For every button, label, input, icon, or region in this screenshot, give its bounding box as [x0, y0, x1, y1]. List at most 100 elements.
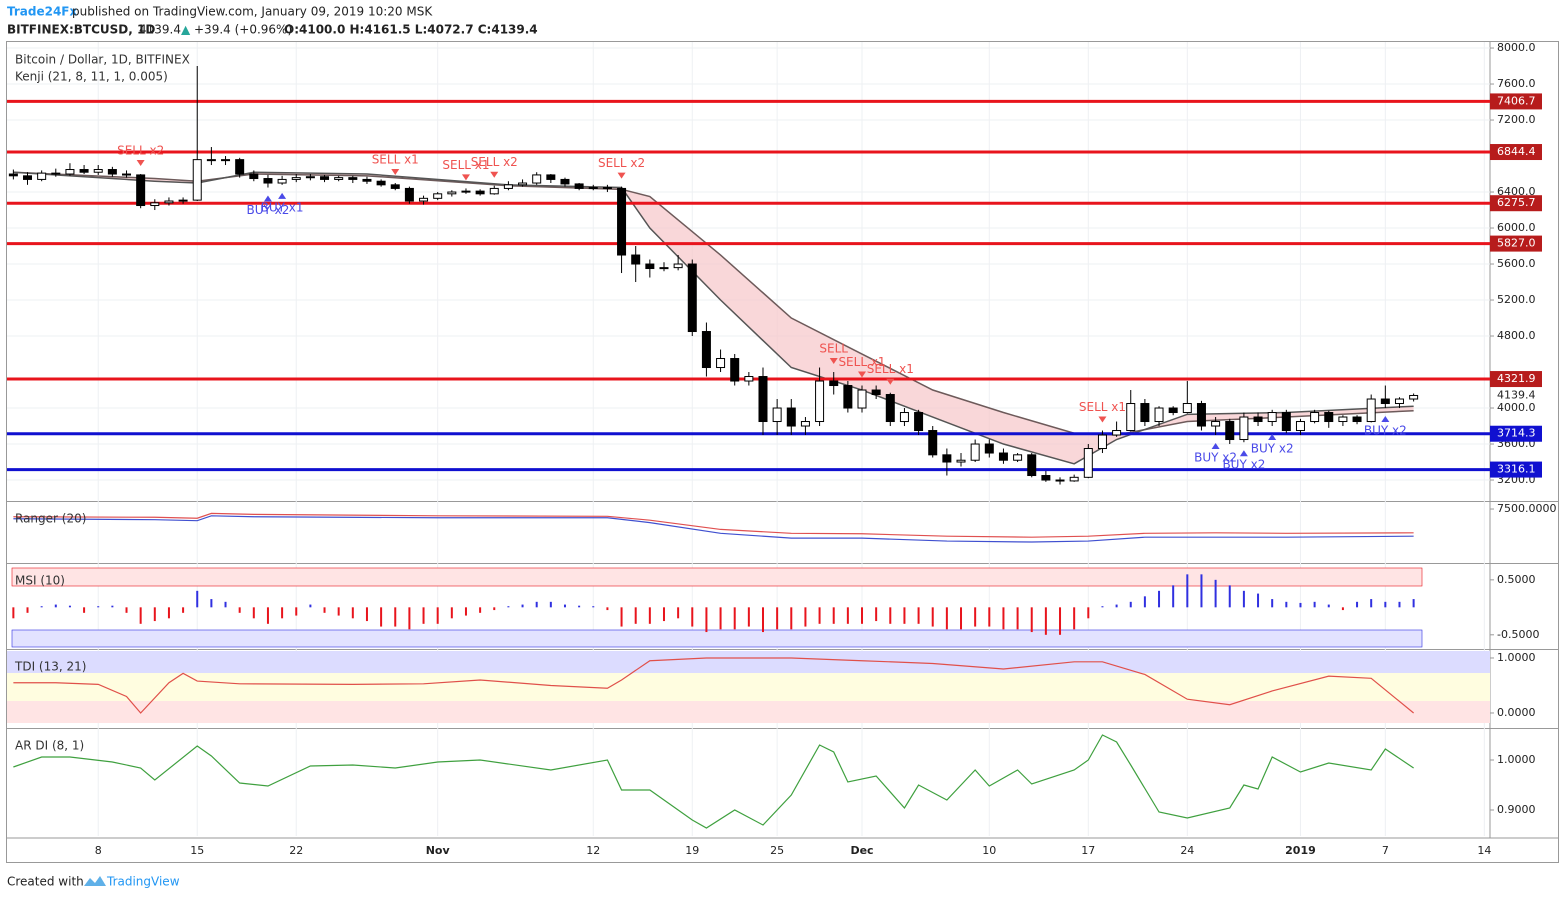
level-badge — [1490, 461, 1542, 478]
msi-bar — [1002, 607, 1005, 630]
signal-label: SELL x1 — [867, 362, 914, 376]
msi-bar — [1044, 607, 1047, 635]
signal-arrow — [391, 169, 400, 176]
signal-label: SELL x1 — [838, 355, 885, 369]
msi-bar — [903, 607, 906, 624]
x-tick-label: 15 — [190, 844, 204, 857]
msi-bar — [1257, 593, 1260, 608]
x-tick-label: Dec — [850, 844, 873, 857]
msi-bar — [153, 607, 156, 622]
change: +39.4 (+0.96%) — [194, 23, 292, 37]
candle-body — [829, 380, 839, 387]
level-label: 7406.7 — [1497, 94, 1536, 107]
candle-body — [1310, 412, 1320, 423]
candle-body — [404, 187, 414, 202]
level-badge — [1490, 425, 1542, 442]
signal-arrow — [278, 192, 287, 199]
candle-body — [348, 177, 358, 180]
candle-body — [65, 169, 75, 175]
msi-bar — [83, 607, 86, 613]
candle-body — [1097, 434, 1107, 450]
x-tick-label: 8 — [95, 844, 102, 857]
y-tick-label: 4000.0 — [1497, 401, 1536, 414]
candle-body — [701, 331, 711, 369]
candle-body — [221, 159, 231, 162]
msi-bar — [1101, 606, 1104, 608]
signal-arrow — [1211, 443, 1220, 450]
msi-bar — [776, 607, 779, 630]
candle-body — [518, 182, 528, 186]
signal-arrow — [136, 160, 145, 167]
ohlc: O:4100.0 H:4161.5 L:4072.7 C:4139.4 — [284, 23, 538, 37]
msi-bar — [761, 607, 764, 633]
msi-bar — [1200, 574, 1203, 608]
msi-bar — [507, 606, 510, 608]
footer-created: Created with — [7, 875, 84, 889]
candle-body — [617, 187, 627, 256]
msi-bar — [1087, 607, 1090, 619]
candle-body — [1281, 412, 1291, 432]
arrow: ▲ — [181, 23, 191, 37]
candle-body — [362, 178, 372, 182]
x-tick-label: 19 — [685, 844, 699, 857]
msi-bar — [54, 604, 57, 608]
msi-bar — [1299, 602, 1302, 608]
msi-bar — [167, 607, 170, 619]
candle-body — [1380, 398, 1390, 405]
msi-bar — [974, 607, 977, 627]
candle-body — [772, 407, 782, 423]
msi-bar — [436, 607, 439, 624]
msi-bar — [351, 607, 354, 619]
y-tick-label: 7500.0000 — [1497, 502, 1557, 515]
msi-bar — [861, 607, 864, 624]
msi-bar — [224, 601, 227, 608]
msi-bar — [917, 607, 920, 624]
indicator-line — [13, 512, 1414, 538]
y-tick-label: 1.0000 — [1497, 651, 1536, 664]
signal-label: SELL x2 — [471, 155, 518, 169]
candle-body — [447, 191, 457, 195]
msi-bar — [125, 607, 128, 613]
candle-body — [178, 199, 188, 202]
candle-body — [1168, 407, 1178, 414]
candle-body — [376, 180, 386, 186]
signal-arrow — [1239, 450, 1248, 457]
msi-bar — [1186, 574, 1189, 608]
candle-body — [1112, 430, 1122, 436]
candle-body — [1295, 421, 1305, 432]
level-label: 6275.7 — [1497, 196, 1536, 209]
candle-body — [1338, 416, 1348, 423]
candle-body — [93, 169, 103, 173]
msi-bar — [323, 607, 326, 613]
signal-label: SELL x1 — [1079, 400, 1126, 414]
msi-bar — [1073, 607, 1076, 630]
msi-bar — [281, 607, 284, 619]
pane-title: TDI (13, 21) — [14, 660, 86, 674]
signal-label: BUY x2 — [1194, 451, 1237, 465]
msi-bar — [1143, 596, 1146, 608]
candle-body — [1027, 454, 1037, 477]
frame — [6, 41, 1559, 863]
candle-body — [1196, 403, 1206, 427]
msi-bar — [408, 607, 411, 630]
msi-bar — [1341, 607, 1344, 611]
candle-body — [192, 159, 202, 201]
candle-body — [588, 187, 598, 190]
x-tick-label: 17 — [1081, 844, 1095, 857]
msi-bar — [719, 607, 722, 630]
candle-body — [206, 159, 216, 162]
msi-bar — [1370, 599, 1373, 608]
msi-bar — [97, 606, 100, 608]
msi-bar — [12, 607, 15, 619]
msi-bar — [295, 607, 298, 616]
msi-bar — [832, 607, 835, 624]
candle-body — [998, 452, 1008, 461]
candle-body — [1253, 416, 1263, 423]
msi-bar — [1129, 601, 1132, 608]
candle-body — [1083, 448, 1093, 478]
msi-bar — [1242, 590, 1245, 608]
author[interactable]: Trade24Fx — [7, 5, 78, 19]
footer-brand[interactable]: TradingView — [106, 875, 180, 889]
msi-bar — [1327, 604, 1330, 608]
signal-arrow — [490, 171, 499, 178]
